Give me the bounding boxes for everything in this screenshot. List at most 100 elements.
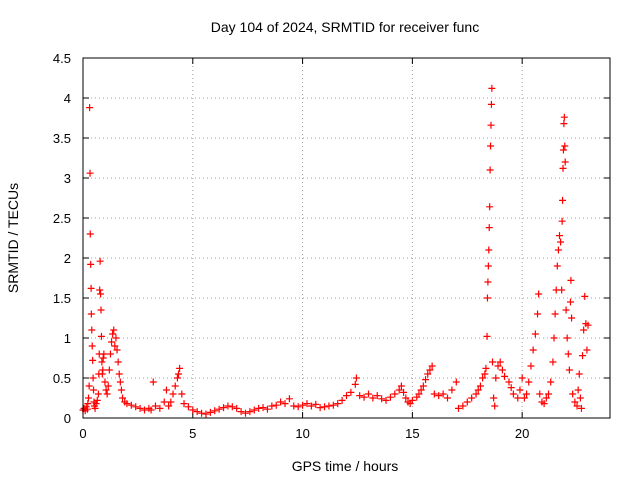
data-point-marker xyxy=(96,286,104,294)
data-point-marker xyxy=(560,120,568,128)
data-point-marker xyxy=(514,394,522,402)
data-point-marker xyxy=(490,394,498,402)
data-point-marker xyxy=(97,290,105,298)
data-point-marker xyxy=(87,260,95,268)
data-point-marker xyxy=(545,390,553,398)
data-point-marker xyxy=(112,334,120,342)
data-point-marker xyxy=(373,392,381,400)
data-point-marker xyxy=(395,386,403,394)
data-point-marker xyxy=(94,390,102,398)
data-point-marker xyxy=(523,390,531,398)
data-point-marker xyxy=(250,406,258,414)
data-point-marker xyxy=(140,406,148,414)
data-point-marker xyxy=(505,378,513,386)
data-point-marker xyxy=(542,394,550,402)
data-point-marker xyxy=(220,404,228,412)
data-point-marker xyxy=(579,352,587,360)
x-tick-label: 15 xyxy=(405,426,419,441)
data-point-marker xyxy=(104,382,112,390)
data-point-marker xyxy=(89,356,97,364)
data-point-marker xyxy=(559,196,567,204)
data-point-marker xyxy=(476,382,484,390)
data-point-marker xyxy=(551,310,559,318)
data-point-marker xyxy=(566,298,574,306)
data-point-marker xyxy=(550,334,558,342)
data-point-marker xyxy=(162,386,170,394)
data-point-marker xyxy=(211,407,219,415)
data-point-marker xyxy=(106,350,114,358)
x-tick-label: 0 xyxy=(79,426,86,441)
x-tick-label: 20 xyxy=(515,426,529,441)
data-point-marker xyxy=(583,346,591,354)
data-point-marker xyxy=(426,366,434,374)
data-point-marker xyxy=(165,402,173,410)
data-point-marker xyxy=(547,378,555,386)
data-point-marker xyxy=(496,358,504,366)
data-point-marker xyxy=(171,382,179,390)
data-point-marker xyxy=(178,390,186,398)
data-point-marker xyxy=(494,362,502,370)
data-point-marker xyxy=(483,294,491,302)
data-point-marker xyxy=(525,378,533,386)
data-point-marker xyxy=(554,246,562,254)
data-point-marker xyxy=(483,332,491,340)
data-point-marker xyxy=(215,405,223,413)
data-point-marker xyxy=(439,390,447,398)
data-point-marker xyxy=(444,394,452,402)
data-point-marker xyxy=(116,378,124,386)
data-point-marker xyxy=(454,404,462,412)
data-point-marker xyxy=(294,403,302,411)
data-point-marker xyxy=(516,386,524,394)
data-point-marker xyxy=(402,394,410,402)
data-point-marker xyxy=(382,396,390,404)
data-point-marker xyxy=(468,394,476,402)
data-point-marker xyxy=(428,362,436,370)
data-point-marker xyxy=(378,395,386,403)
data-point-marker xyxy=(147,406,155,414)
data-point-marker xyxy=(167,398,175,406)
data-point-marker xyxy=(474,386,482,394)
data-point-marker xyxy=(115,370,123,378)
data-point-marker xyxy=(560,113,568,121)
data-point-marker xyxy=(571,398,579,406)
data-point-marker xyxy=(136,404,144,412)
data-point-marker xyxy=(277,398,285,406)
data-point-marker xyxy=(303,400,311,408)
y-tick-label: 2 xyxy=(64,251,71,266)
x-tick-label: 10 xyxy=(295,426,309,441)
data-point-marker xyxy=(316,404,324,412)
data-point-marker xyxy=(509,390,517,398)
data-point-marker xyxy=(487,142,495,150)
data-point-marker xyxy=(360,393,368,401)
data-point-marker xyxy=(175,370,183,378)
data-point-marker xyxy=(561,142,569,150)
y-axis-label: SRMTID / TECUs xyxy=(5,183,21,293)
data-point-marker xyxy=(486,166,494,174)
data-point-marker xyxy=(567,276,575,284)
data-point-marker xyxy=(356,392,364,400)
data-point-marker xyxy=(108,338,116,346)
data-point-marker xyxy=(481,370,489,378)
data-point-marker xyxy=(109,330,117,338)
data-point-marker xyxy=(224,402,232,410)
data-points xyxy=(79,84,592,418)
data-point-marker xyxy=(472,390,480,398)
data-point-marker xyxy=(417,386,425,394)
data-point-marker xyxy=(581,292,589,300)
data-point-marker xyxy=(132,403,140,411)
data-point-marker xyxy=(198,409,206,417)
data-point-marker xyxy=(565,366,573,374)
y-tick-label: 1.5 xyxy=(53,291,71,306)
data-point-marker xyxy=(99,354,107,362)
data-point-marker xyxy=(119,394,127,402)
data-point-marker xyxy=(169,390,177,398)
data-point-marker xyxy=(193,408,201,416)
data-point-marker xyxy=(555,232,563,240)
data-point-marker xyxy=(117,386,125,394)
data-point-marker xyxy=(180,400,188,408)
data-point-marker xyxy=(86,230,94,238)
data-point-marker xyxy=(334,400,342,408)
data-point-marker xyxy=(85,382,93,390)
data-point-marker xyxy=(573,402,581,410)
